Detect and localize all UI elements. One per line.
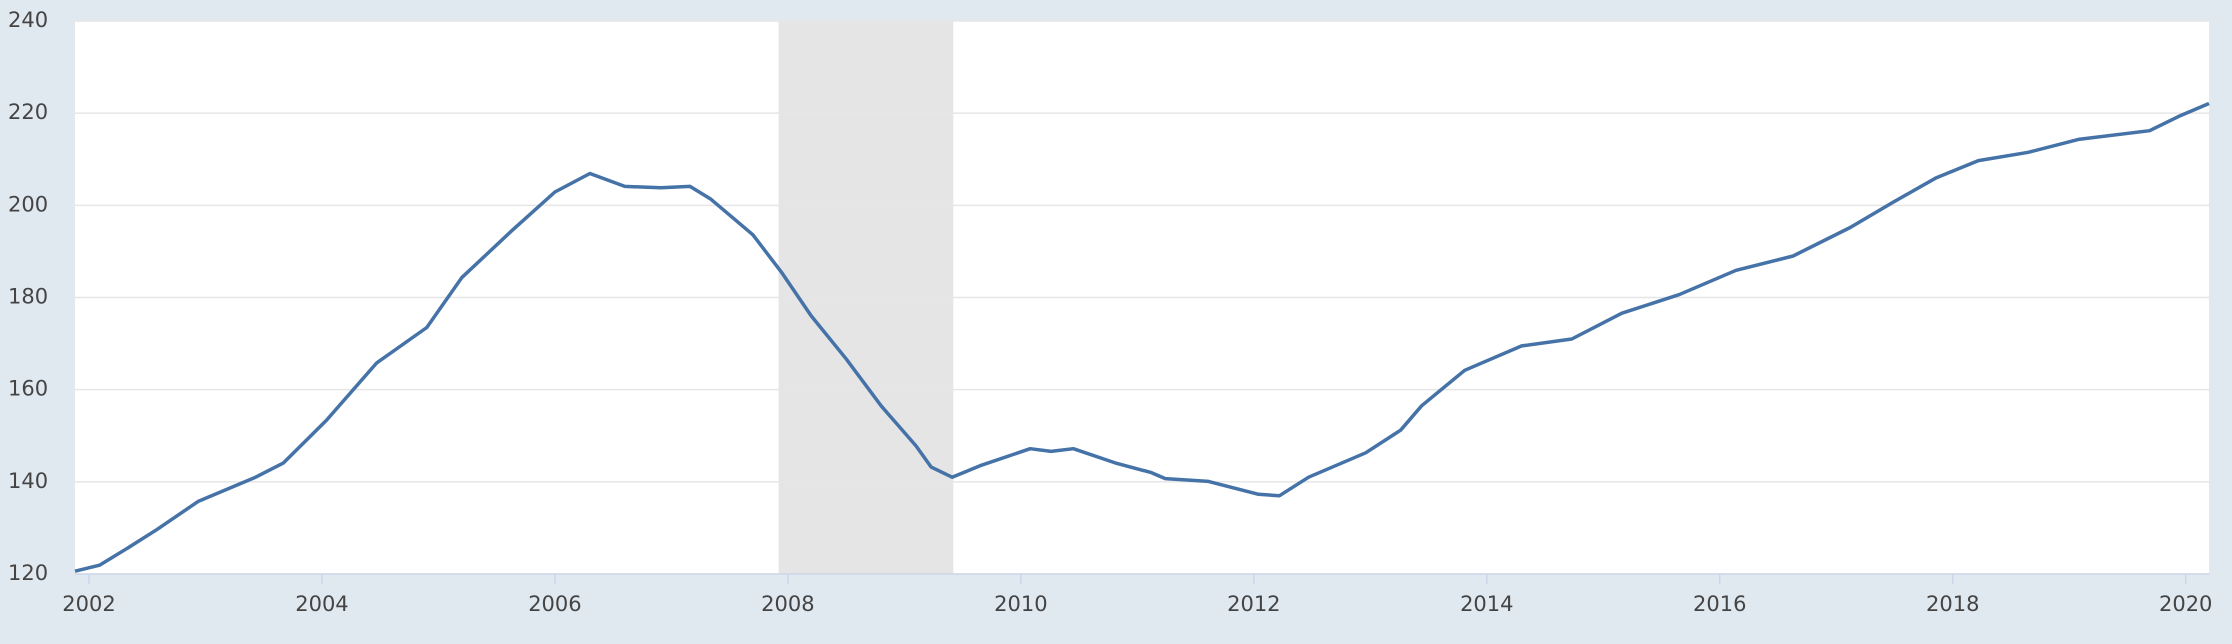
y-tick-label: 180: [8, 285, 48, 309]
x-tick-label: 2018: [1926, 592, 1979, 616]
x-tick-label: 2014: [1460, 592, 1513, 616]
y-tick-label: 120: [8, 561, 48, 585]
y-tick-label: 160: [8, 377, 48, 401]
y-tick-label: 140: [8, 469, 48, 493]
x-tick-label: 2008: [761, 592, 814, 616]
y-tick-label: 220: [8, 100, 48, 124]
y-tick-label: 200: [8, 192, 48, 216]
x-tick-label: 2004: [295, 592, 348, 616]
x-tick-label: 2020: [2159, 592, 2212, 616]
x-tick-label: 2010: [994, 592, 1047, 616]
x-tick-label: 2012: [1227, 592, 1280, 616]
x-tick-label: 2002: [62, 592, 115, 616]
data-line: [74, 101, 2210, 573]
y-tick-label: 240: [8, 8, 48, 32]
x-tick-label: 2006: [528, 592, 581, 616]
x-tick-label: 2016: [1693, 592, 1746, 616]
